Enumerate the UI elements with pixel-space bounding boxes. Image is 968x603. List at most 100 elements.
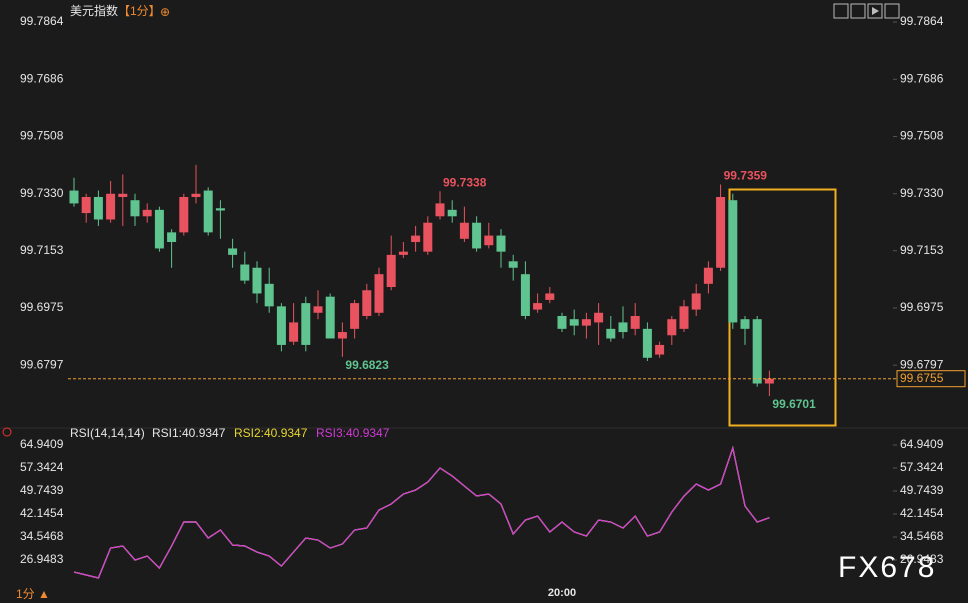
candle-body bbox=[520, 274, 530, 316]
candle-body bbox=[447, 209, 457, 217]
candle-body bbox=[508, 261, 518, 268]
candle-body bbox=[93, 196, 103, 220]
candle-body bbox=[472, 222, 482, 249]
low-label: 99.6823 bbox=[345, 358, 389, 372]
candle-body bbox=[264, 283, 274, 307]
rsi-line bbox=[73, 445, 770, 579]
candle-body bbox=[325, 296, 335, 339]
y-tick-label-right: 34.5468 bbox=[900, 529, 944, 543]
y-tick-label: 99.6975 bbox=[20, 300, 64, 314]
candle-body bbox=[374, 274, 384, 313]
y-tick-label-right: 99.6797 bbox=[900, 357, 944, 371]
y-tick-label: 34.5468 bbox=[20, 529, 64, 543]
candle-body bbox=[142, 209, 152, 217]
candle-body bbox=[435, 203, 445, 217]
y-tick-label: 49.7439 bbox=[20, 483, 64, 497]
candle-body bbox=[154, 209, 164, 249]
candle-body bbox=[350, 303, 360, 329]
candle-body bbox=[411, 235, 421, 243]
last-price-label: 99.6755 bbox=[900, 371, 944, 385]
candle-body bbox=[386, 254, 396, 288]
y-tick-label: 26.9483 bbox=[20, 552, 64, 566]
y-tick-label-right: 99.7153 bbox=[900, 243, 944, 257]
y-tick-label: 99.6797 bbox=[20, 357, 64, 371]
candle-body bbox=[655, 344, 665, 355]
y-tick-label-right: 57.3424 bbox=[900, 460, 944, 474]
candle-body bbox=[423, 222, 433, 252]
candle-body bbox=[569, 319, 579, 326]
y-tick-label-right: 42.1454 bbox=[900, 506, 944, 520]
y-tick-label-right: 99.7864 bbox=[900, 14, 944, 28]
candle-body bbox=[252, 267, 262, 294]
y-tick-label-right: 26.9483 bbox=[900, 552, 944, 566]
candle-body bbox=[179, 196, 189, 233]
candle-body bbox=[594, 312, 604, 323]
candle-body bbox=[752, 319, 762, 384]
candle-body bbox=[167, 232, 177, 243]
candle-body bbox=[215, 208, 225, 211]
high-label: 99.7338 bbox=[443, 175, 487, 189]
candle-body bbox=[81, 196, 91, 214]
y-tick-label: 99.7330 bbox=[20, 186, 64, 200]
candle-body bbox=[203, 190, 213, 233]
title: 美元指数 bbox=[70, 3, 118, 18]
settings-icon[interactable]: ⊕ bbox=[160, 5, 170, 19]
y-tick-label-right: 99.7686 bbox=[900, 71, 944, 85]
candle-body bbox=[301, 303, 311, 345]
y-tick-label: 99.7864 bbox=[20, 14, 64, 28]
candle-body bbox=[130, 200, 140, 217]
candle-body bbox=[106, 193, 116, 220]
candle-body bbox=[740, 319, 750, 329]
candle-body bbox=[716, 196, 726, 268]
legend-entry: RSI3:40.9347 bbox=[316, 426, 390, 440]
high-label: 99.7359 bbox=[724, 169, 768, 183]
candle-body bbox=[557, 315, 567, 329]
candle-body bbox=[191, 193, 201, 197]
y-tick-label: 42.1454 bbox=[20, 506, 64, 520]
footer-period[interactable]: 1分 ▲ bbox=[16, 587, 50, 601]
x-tick-label: 20:00 bbox=[548, 587, 576, 599]
candle-body bbox=[496, 235, 506, 252]
candle-body bbox=[484, 235, 494, 246]
y-tick-label: 99.7153 bbox=[20, 243, 64, 257]
candle-body bbox=[606, 328, 616, 339]
candle-body bbox=[398, 251, 408, 255]
candle-body bbox=[545, 293, 555, 300]
y-tick-label: 99.7508 bbox=[20, 129, 64, 143]
y-tick-label-right: 99.7330 bbox=[900, 186, 944, 200]
toolbar[interactable] bbox=[833, 3, 900, 19]
candle-body bbox=[667, 319, 677, 336]
candle-body bbox=[240, 264, 250, 281]
y-tick-label: 57.3424 bbox=[20, 460, 64, 474]
candle-body bbox=[362, 290, 372, 316]
candle-body bbox=[459, 222, 469, 239]
candle-body bbox=[703, 267, 713, 284]
candle-body bbox=[118, 193, 128, 197]
candle-body bbox=[276, 306, 286, 345]
candle-body bbox=[337, 332, 347, 339]
watermark: FX678 bbox=[838, 551, 936, 584]
candle-body bbox=[313, 306, 323, 313]
y-tick-label-right: 49.7439 bbox=[900, 483, 944, 497]
y-tick-label-right: 99.6975 bbox=[900, 300, 944, 314]
last-price-box bbox=[896, 370, 966, 388]
period: 【1分】 bbox=[118, 4, 161, 18]
candle-body bbox=[642, 328, 652, 358]
candle-body bbox=[581, 319, 591, 326]
legend-entry: RSI2:40.9347 bbox=[234, 426, 308, 440]
y-tick-label-right: 64.9409 bbox=[900, 437, 944, 451]
legend-entry: RSI1:40.9347 bbox=[152, 426, 226, 440]
candle-body bbox=[691, 293, 701, 310]
low-label: 99.6701 bbox=[772, 397, 816, 411]
candle-body bbox=[679, 306, 689, 329]
candle-body bbox=[533, 303, 543, 310]
indicator-icon[interactable] bbox=[2, 427, 12, 437]
y-tick-label-right: 99.7508 bbox=[900, 129, 944, 143]
candle-body bbox=[228, 248, 238, 255]
candle-body bbox=[289, 322, 299, 342]
y-tick-label: 64.9409 bbox=[20, 437, 64, 451]
candle-body bbox=[630, 315, 640, 329]
